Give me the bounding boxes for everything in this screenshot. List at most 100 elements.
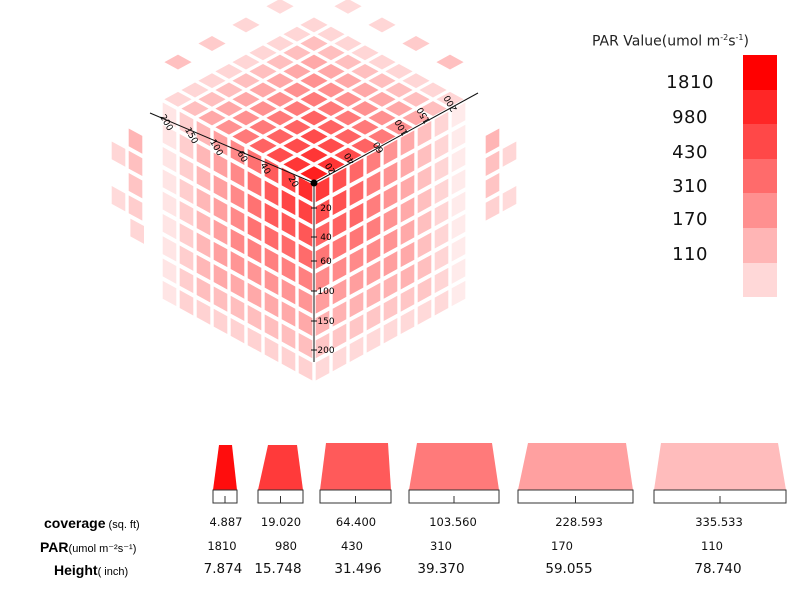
height-value: 39.370 — [417, 561, 465, 577]
coverage-value: 103.560 — [429, 515, 477, 529]
right-face-tile — [366, 171, 381, 197]
top-face-tile — [266, 129, 294, 144]
right-face-tile — [400, 219, 415, 245]
left-face-tile — [196, 254, 211, 281]
outer-tile — [198, 36, 226, 51]
top-face-tile — [283, 26, 311, 42]
right-face-tile — [332, 323, 347, 349]
left-face-tile — [281, 323, 296, 349]
right-face-tile — [451, 169, 466, 195]
top-face-tile — [232, 73, 260, 89]
left-face-tile — [298, 199, 313, 225]
top-face-tile — [266, 110, 294, 126]
left-face-tile — [162, 191, 177, 217]
left-face-tile — [264, 292, 279, 318]
right-face-tile — [349, 314, 364, 340]
top-face-tile — [232, 110, 260, 126]
right-face-tile — [417, 299, 432, 325]
left-face-tile — [281, 189, 296, 216]
height-row-label: Height( inch) — [54, 562, 129, 578]
left-face-tile — [281, 301, 296, 327]
vertical-axis-tick-label: 200 — [317, 346, 334, 356]
left-face-tile — [196, 143, 211, 169]
top-face-tile — [283, 156, 311, 172]
legend-swatch — [743, 89, 777, 125]
right-face-tile — [400, 286, 415, 312]
top-face-tile — [419, 101, 447, 117]
left-face-tile — [230, 318, 245, 344]
top-face-tile — [266, 147, 294, 163]
left-face-tile — [213, 264, 228, 290]
left-face-tile — [298, 288, 313, 314]
right-face-tile — [383, 139, 398, 165]
top-face-tile — [334, 147, 362, 163]
top-face-tile — [385, 119, 413, 135]
legend-value: 1810 — [666, 72, 714, 93]
height-value: 7.874 — [203, 561, 243, 577]
left-face-tile — [247, 238, 262, 264]
right-face-tile — [434, 267, 449, 294]
left-face-tile — [230, 139, 245, 165]
left-face-tile — [264, 158, 279, 184]
left-face-tile — [247, 193, 262, 219]
outer-tile — [485, 128, 500, 154]
top-face-tile — [334, 129, 362, 144]
left-face-tile — [162, 213, 177, 240]
left-face-tile — [213, 197, 228, 223]
top-face-tile — [164, 91, 192, 107]
left-face-tile — [162, 102, 177, 128]
left-face-tile — [247, 215, 262, 242]
right-face-tile — [417, 187, 432, 214]
top-face-tile — [215, 119, 243, 135]
legend-swatch — [743, 124, 777, 159]
left-face-tile — [264, 202, 279, 229]
right-face-tile — [349, 225, 364, 251]
right-face-tile — [417, 232, 432, 258]
outer-tile — [130, 218, 144, 244]
left-face-tile — [247, 327, 262, 353]
top-face-tile — [300, 129, 328, 144]
right-face-tile — [383, 161, 398, 188]
top-face-tile — [351, 82, 379, 98]
right-face-tile — [383, 295, 398, 322]
top-face-tile — [266, 54, 294, 70]
top-face-tile — [266, 73, 294, 89]
left-face-tile — [179, 200, 194, 227]
top-face-tile — [351, 119, 379, 135]
left-face-tile — [162, 147, 177, 173]
right-face-tile — [451, 213, 466, 240]
left-face-tile — [196, 232, 211, 258]
legend-title: PAR Value(umol m-2s-1) — [592, 33, 749, 50]
right-face-tile — [451, 280, 466, 307]
right-face-tile — [315, 221, 330, 247]
top-face-tile — [368, 129, 396, 144]
top-face-tile — [351, 101, 379, 117]
outer-tile — [334, 0, 362, 14]
top-face-tile — [334, 54, 362, 70]
right-face-tile — [332, 256, 347, 283]
height-value: 78.740 — [694, 561, 742, 577]
outer-tile — [111, 141, 126, 167]
top-face-tile — [317, 156, 345, 172]
right-face-tile — [417, 121, 432, 147]
left-face-tile — [213, 286, 228, 312]
par-row-label: PAR(umol m⁻²s⁻¹) — [40, 539, 137, 555]
legend-swatch — [743, 158, 777, 194]
height-value: 31.496 — [334, 561, 382, 577]
right-face-tile — [383, 206, 398, 232]
left-face-tile — [264, 180, 279, 206]
top-face-tile — [317, 45, 345, 61]
coverage-value: 4.887 — [209, 515, 243, 529]
left-face-tile — [298, 176, 313, 203]
left-face-tile — [230, 295, 245, 322]
left-face-tile — [298, 266, 313, 292]
top-face-tile — [249, 45, 277, 61]
legend-swatch — [743, 55, 777, 90]
right-face-tile — [400, 197, 415, 223]
top-face-tile — [419, 82, 447, 98]
top-face-tile — [334, 36, 362, 51]
left-face-tile — [230, 273, 245, 299]
top-face-tile — [317, 101, 345, 117]
outer-tile — [111, 186, 126, 212]
right-face-tile — [434, 290, 449, 316]
